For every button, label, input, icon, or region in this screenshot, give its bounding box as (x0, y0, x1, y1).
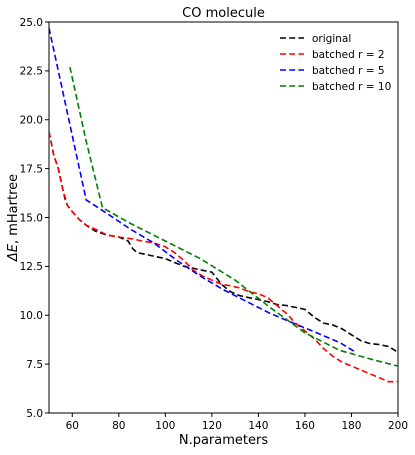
x-tick-label: 60 (66, 420, 79, 432)
legend-label: batched r = 2 (312, 49, 385, 61)
y-tick-label: 25.0 (20, 17, 43, 29)
x-tick-label: 180 (341, 420, 361, 432)
x-tick-label: 100 (155, 420, 175, 432)
y-axis-ticks: 5.0 7.5 10.0 12.5 15.0 17.5 20.0 22.5 25.0 (20, 17, 49, 420)
legend-label: batched r = 5 (312, 65, 385, 77)
series-line-1 (49, 131, 398, 354)
x-tick-label: 80 (112, 420, 125, 432)
x-tick-label: 140 (248, 420, 268, 432)
series-line-4 (69, 66, 398, 367)
plot-area: 60 80 100 120 140 160 180 200 5.0 7.5 10.0 12.5 15.… (20, 17, 408, 432)
y-tick-label: 22.5 (20, 66, 43, 78)
x-tick-label: 200 (388, 420, 408, 432)
chart-title: CO molecule (182, 6, 265, 21)
y-tick-label: 5.0 (26, 408, 43, 420)
series-line-2 (49, 131, 398, 383)
x-axis-label: N.parameters (179, 433, 268, 448)
series-line-3 (49, 27, 357, 354)
x-axis-ticks: 60 80 100 120 140 160 180 200 (66, 413, 408, 432)
y-tick-label: 12.5 (20, 261, 43, 273)
x-tick-label: 160 (295, 420, 315, 432)
y-tick-label: 7.5 (26, 359, 43, 371)
y-tick-label: 10.0 (20, 310, 43, 322)
legend-label: original (312, 33, 351, 45)
y-tick-label: 17.5 (20, 163, 43, 175)
legend: original batched r = 2 batched r = 5 batche… (280, 33, 391, 93)
legend-label: batched r = 10 (312, 81, 391, 93)
y-tick-label: 15.0 (20, 212, 43, 224)
y-axis-label: ΔE, mHartree (6, 174, 21, 262)
series-layer (49, 27, 398, 383)
x-tick-label: 120 (202, 420, 222, 432)
y-tick-label: 20.0 (20, 115, 43, 127)
